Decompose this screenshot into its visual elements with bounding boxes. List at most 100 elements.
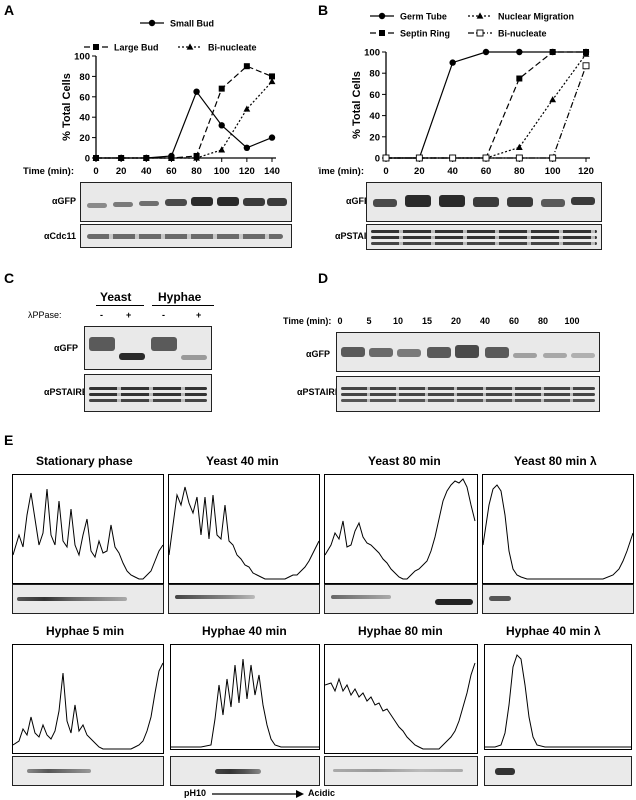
panel-letter-d: D	[318, 270, 329, 286]
data-point-triangle	[168, 154, 175, 161]
data-point-triangle	[218, 146, 226, 153]
e-profile-3	[324, 474, 478, 584]
x-tick-label: 0	[93, 166, 98, 177]
time-tick-d: 60	[508, 316, 520, 326]
data-point-open-square	[482, 154, 490, 162]
blot-c-label-pstaire: αPSTAIRE	[44, 387, 88, 397]
series-line	[386, 51, 586, 159]
x-tick-label: 40	[447, 166, 458, 177]
e-blot-7	[324, 756, 478, 786]
x-axis-label: Time (min):	[23, 166, 74, 177]
data-point-triangle	[268, 77, 276, 85]
data-point-triangle	[549, 96, 557, 103]
y-tick-label: 0	[85, 154, 90, 165]
blot-a-cdc11	[80, 224, 292, 248]
data-point-circle	[268, 134, 276, 141]
data-point-square	[516, 75, 523, 82]
x-tick-label: 120	[239, 166, 255, 177]
series-line	[386, 65, 587, 159]
data-point-triangle	[515, 143, 523, 150]
e-profile-5	[12, 644, 164, 754]
data-point-open-square	[449, 154, 457, 162]
y-tick-label: 40	[369, 111, 380, 122]
data-point-circle	[482, 48, 490, 56]
e-title-3: Yeast 80 min	[368, 454, 441, 468]
x-tick-label: 80	[514, 166, 525, 177]
data-point-open-square	[582, 62, 590, 70]
data-point-square	[269, 73, 275, 80]
blot-c-pstaire	[84, 374, 212, 412]
time-tick-d: 20	[450, 316, 462, 326]
y-tick-label: 60	[79, 92, 90, 103]
x-tick-label: 140	[264, 166, 280, 177]
blot-a-gfp	[80, 182, 292, 222]
time-label-d: Time (min):	[283, 316, 332, 326]
e-blot-5	[12, 756, 164, 786]
x-tick-label: 40	[141, 166, 152, 177]
e-blot-2	[168, 584, 320, 614]
data-point-square	[243, 63, 250, 70]
x-tick-label: 0	[383, 166, 388, 177]
data-point-open-square	[515, 154, 523, 162]
treatment-3: -	[162, 310, 165, 320]
blot-b-label-pstaire: αPSTAIRE	[335, 231, 379, 241]
time-tick-d: 15	[421, 316, 433, 326]
data-point-triangle	[117, 154, 125, 161]
group-hyphae: Hyphae	[158, 290, 202, 304]
legend-label: Germ Tube	[400, 12, 447, 22]
treatment-2: +	[126, 310, 132, 320]
legend-label: Bi-nucleate	[208, 43, 257, 53]
legend-label: Nuclear Migration	[498, 12, 574, 22]
y-tick-label: 40	[79, 113, 90, 124]
data-point-circle	[516, 48, 523, 56]
y-tick-label: 20	[369, 132, 380, 143]
e-profile-1	[12, 474, 164, 584]
data-point-triangle	[92, 154, 100, 161]
x-tick-label: 100	[545, 166, 561, 177]
x-axis-label: Time (min):	[318, 166, 364, 177]
time-row-d: 0 5 10 15 20 40 60 80 100	[337, 316, 600, 328]
blot-d-label-pstaire: αPSTAIRE	[297, 387, 341, 397]
data-point-circle	[193, 88, 200, 95]
panel-letter-e: E	[4, 432, 14, 448]
ph-left-label: pH10	[184, 788, 207, 798]
panel-letter-a: A	[4, 2, 15, 18]
data-point-triangle	[243, 105, 251, 112]
blot-b-label-gfp: αGFP	[346, 196, 371, 206]
time-tick-d: 100	[564, 316, 580, 326]
data-point-circle	[148, 19, 156, 27]
y-axis-label: % Total Cells	[61, 73, 73, 141]
data-point-square	[379, 30, 385, 36]
blot-a-label-cdc11: αCdc11	[44, 231, 77, 241]
e-profile-4	[482, 474, 634, 584]
series-line	[386, 53, 587, 159]
group-hyphae-underline	[152, 305, 214, 306]
x-tick-label: 120	[578, 166, 594, 177]
y-tick-label: 20	[79, 133, 90, 144]
y-tick-label: 80	[369, 69, 380, 80]
blot-d-pstaire	[336, 376, 600, 412]
time-tick-d: 5	[366, 316, 372, 326]
y-tick-label: 100	[364, 48, 380, 59]
ph-arrow	[212, 790, 304, 798]
e-title-2: Yeast 40 min	[206, 454, 279, 468]
legend-label: Bi-nucleate	[498, 29, 547, 39]
blot-b-gfp	[366, 182, 602, 222]
y-axis-label: % Total Cells	[351, 71, 363, 139]
legend-label: Small Bud	[170, 19, 214, 29]
e-title-8: Hyphae 40 min λ	[506, 624, 601, 638]
e-title-1: Stationary phase	[36, 454, 133, 468]
data-point-square	[93, 44, 99, 50]
data-point-open-square	[549, 154, 557, 162]
y-tick-label: 100	[74, 52, 90, 63]
treatment-4: +	[196, 310, 202, 320]
y-tick-label: 0	[375, 154, 380, 165]
e-profile-6	[170, 644, 320, 750]
e-profile-2	[168, 474, 320, 584]
data-point-open-square	[415, 154, 423, 162]
panel-letter-c: C	[4, 270, 15, 286]
data-point-triangle	[193, 154, 200, 161]
time-tick-d: 10	[392, 316, 404, 326]
y-tick-label: 60	[369, 90, 380, 101]
data-point-circle	[243, 144, 251, 151]
